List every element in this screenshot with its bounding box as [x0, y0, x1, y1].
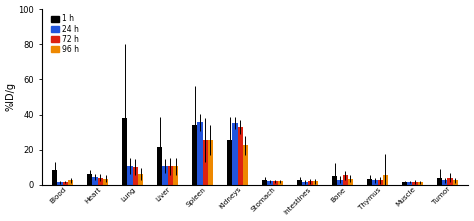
- Y-axis label: %ID/g: %ID/g: [6, 82, 16, 111]
- Bar: [103, 179, 108, 185]
- Bar: [197, 122, 202, 185]
- Bar: [437, 178, 442, 185]
- Bar: [407, 182, 412, 185]
- Bar: [302, 182, 308, 185]
- Bar: [227, 140, 232, 185]
- Bar: [297, 180, 302, 185]
- Bar: [173, 166, 178, 185]
- Bar: [343, 175, 348, 185]
- Bar: [208, 140, 213, 185]
- Bar: [308, 181, 313, 185]
- Bar: [332, 176, 337, 185]
- Bar: [133, 167, 138, 185]
- Bar: [453, 180, 458, 185]
- Bar: [243, 145, 248, 185]
- Bar: [92, 177, 98, 185]
- Bar: [122, 118, 128, 185]
- Bar: [202, 140, 208, 185]
- Bar: [138, 174, 143, 185]
- Bar: [418, 182, 423, 185]
- Bar: [383, 175, 388, 185]
- Bar: [63, 182, 68, 185]
- Bar: [402, 182, 407, 185]
- Bar: [372, 180, 377, 185]
- Bar: [192, 125, 197, 185]
- Bar: [377, 180, 383, 185]
- Bar: [337, 179, 343, 185]
- Bar: [57, 182, 63, 185]
- Bar: [367, 179, 372, 185]
- Bar: [128, 166, 133, 185]
- Bar: [232, 123, 237, 185]
- Bar: [442, 180, 447, 185]
- Bar: [313, 181, 318, 185]
- Bar: [412, 182, 418, 185]
- Bar: [87, 174, 92, 185]
- Bar: [98, 178, 103, 185]
- Bar: [52, 170, 57, 185]
- Bar: [447, 178, 453, 185]
- Bar: [163, 166, 168, 185]
- Bar: [273, 181, 278, 185]
- Bar: [237, 127, 243, 185]
- Bar: [157, 147, 163, 185]
- Bar: [68, 180, 73, 185]
- Legend: 1 h, 24 h, 72 h, 96 h: 1 h, 24 h, 72 h, 96 h: [50, 13, 81, 55]
- Bar: [262, 179, 267, 185]
- Bar: [348, 179, 353, 185]
- Bar: [267, 181, 273, 185]
- Bar: [278, 181, 283, 185]
- Bar: [168, 166, 173, 185]
